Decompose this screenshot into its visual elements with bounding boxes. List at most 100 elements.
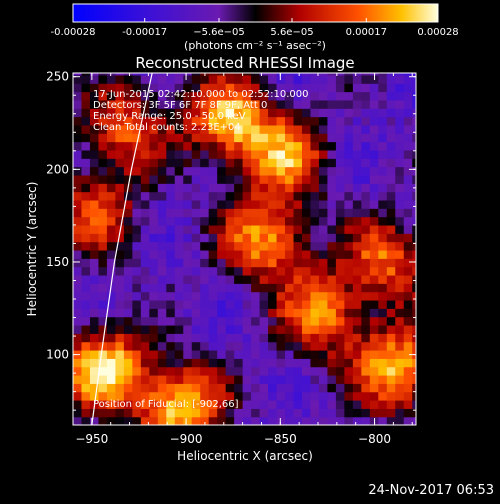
- heatmap-cell: [395, 299, 405, 309]
- heatmap-cell: [386, 241, 396, 251]
- colorbar: [72, 3, 439, 23]
- heatmap-cell: [276, 374, 286, 384]
- heatmap-cell: [149, 349, 159, 359]
- heatmap-cell: [369, 283, 379, 293]
- heatmap-cell: [318, 316, 329, 326]
- heatmap-cell: [301, 133, 312, 143]
- heatmap-cell: [208, 308, 218, 318]
- heatmap-cell: [191, 241, 201, 251]
- heatmap-cell: [234, 108, 244, 118]
- heatmap-cell: [123, 299, 133, 309]
- heatmap-cell: [98, 416, 108, 425]
- heatmap-cell: [361, 291, 371, 301]
- heatmap-cell: [403, 308, 413, 318]
- heatmap-cell: [251, 291, 261, 301]
- heatmap-cell: [403, 233, 413, 243]
- heatmap-cell: [208, 341, 218, 351]
- heatmap-cell: [369, 349, 379, 359]
- heatmap-cell: [157, 366, 167, 376]
- heatmap-cell: [327, 99, 337, 109]
- heatmap-cell: [98, 374, 108, 384]
- heatmap-cell: [285, 199, 295, 209]
- heatmap-cell: [208, 166, 218, 176]
- heatmap-cell: [183, 73, 193, 76]
- heatmap-cell: [73, 183, 83, 193]
- heatmap-cell: [327, 174, 337, 184]
- heatmap-cell: [140, 333, 150, 343]
- heatmap-cell: [301, 199, 312, 209]
- heatmap-cell: [268, 149, 278, 159]
- heatmap-cell: [386, 408, 396, 418]
- heatmap-cell: [157, 399, 167, 409]
- heatmap-cell: [225, 324, 235, 334]
- heatmap-cell: [123, 308, 133, 318]
- heatmap-cell: [310, 399, 320, 409]
- heatmap-cell: [191, 116, 201, 126]
- heatmap-cell: [361, 149, 371, 159]
- heatmap-cell: [369, 149, 379, 159]
- heatmap-cell: [115, 391, 125, 401]
- heatmap-cell: [259, 116, 269, 126]
- heatmap-cell: [208, 408, 218, 418]
- heatmap-cell: [403, 74, 413, 84]
- heatmap-cell: [89, 408, 100, 418]
- heatmap-cell: [259, 316, 269, 326]
- heatmap-cell: [166, 141, 176, 151]
- heatmap-cell: [174, 183, 184, 193]
- heatmap-cell: [157, 191, 167, 201]
- heatmap-cell: [174, 73, 184, 76]
- heatmap-cell: [183, 191, 193, 201]
- heatmap-cell: [191, 258, 201, 268]
- heatmap-cell: [386, 224, 396, 234]
- heatmap-cell: [89, 383, 100, 393]
- heatmap-cell: [123, 108, 133, 118]
- heatmap-cell: [132, 258, 142, 268]
- heatmap-cell: [369, 183, 379, 193]
- heatmap-cell: [73, 374, 83, 384]
- heatmap-cell: [344, 124, 354, 134]
- heatmap-cell: [301, 416, 312, 425]
- heatmap-cell: [327, 91, 337, 101]
- heatmap-cell: [310, 174, 320, 184]
- heatmap-cell: [361, 241, 371, 251]
- heatmap-cell: [166, 83, 176, 93]
- heatmap-cell: [301, 299, 312, 309]
- heatmap-cell: [412, 366, 416, 376]
- heatmap-cell: [234, 391, 244, 401]
- heatmap-cell: [140, 216, 150, 226]
- heatmap-cell: [327, 349, 337, 359]
- heatmap-cell: [157, 216, 167, 226]
- heatmap-cell: [106, 316, 117, 326]
- heatmap-cell: [386, 99, 396, 109]
- heatmap-cell: [412, 174, 416, 184]
- heatmap-cell: [183, 333, 193, 343]
- heatmap-cell: [115, 341, 125, 351]
- heatmap-cell: [234, 199, 244, 209]
- heatmap-cell: [217, 341, 227, 351]
- heatmap-cell: [403, 408, 413, 418]
- heatmap-cell: [268, 158, 278, 168]
- x-tick-label: −850: [264, 432, 297, 446]
- heatmap-cell: [242, 149, 252, 159]
- heatmap-cell: [123, 383, 133, 393]
- heatmap-cell: [276, 158, 286, 168]
- heatmap-cell: [318, 299, 329, 309]
- heatmap-cell: [386, 391, 396, 401]
- heatmap-cell: [140, 174, 150, 184]
- heatmap-cell: [217, 216, 227, 226]
- heatmap-cell: [268, 274, 278, 284]
- heatmap-cell: [149, 341, 159, 351]
- heatmap-cell: [123, 233, 133, 243]
- heatmap-cell: [166, 291, 176, 301]
- x-tick-label: −950: [75, 432, 108, 446]
- heatmap-cell: [352, 366, 362, 376]
- heatmap-cell: [378, 291, 388, 301]
- heatmap-cell: [183, 208, 193, 218]
- annotation-detectors: Detectors: 3F 5F 6F 7F 8F 9F, Att 0: [93, 100, 267, 111]
- heatmap-cell: [268, 108, 278, 118]
- heatmap-cell: [149, 374, 159, 384]
- heatmap-cell: [301, 166, 312, 176]
- heatmap-cell: [89, 324, 100, 334]
- heatmap-cell: [293, 366, 303, 376]
- heatmap-cell: [149, 316, 159, 326]
